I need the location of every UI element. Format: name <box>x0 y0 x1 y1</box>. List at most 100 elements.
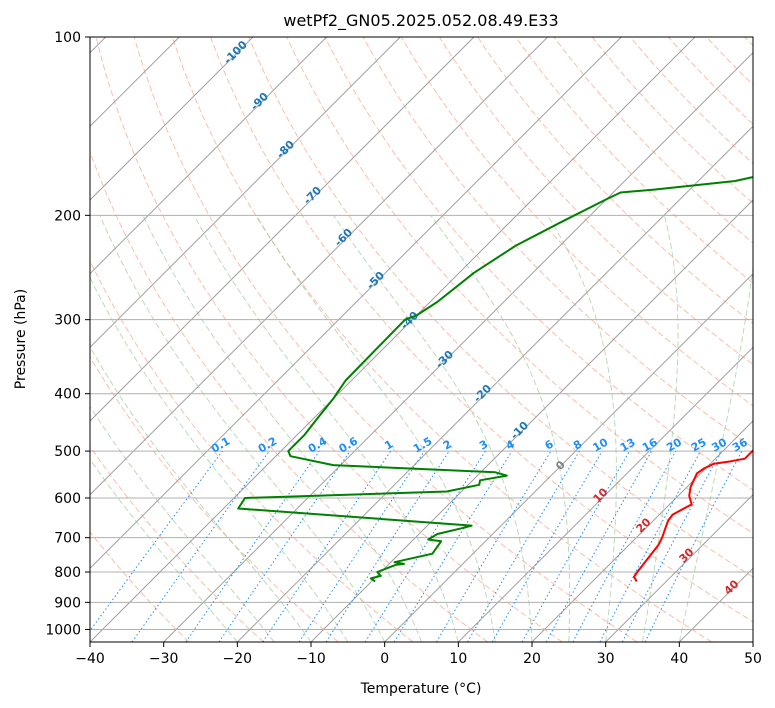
mixing-ratio-label: 1.5 <box>411 435 434 456</box>
mixing-ratio-label: 2 <box>441 438 454 453</box>
wet-bulb-label: 30 <box>677 545 697 565</box>
isotherm <box>531 420 753 642</box>
x-tick-label: −30 <box>149 651 179 667</box>
dry-adiabat <box>90 150 488 642</box>
y-tick-label: 600 <box>54 491 81 507</box>
y-tick-label: 1000 <box>45 622 81 638</box>
mixing-ratio-line <box>131 450 270 642</box>
isotherm <box>90 37 549 496</box>
frost-point-label: -60 <box>332 226 355 249</box>
moist-adiabat <box>547 215 617 642</box>
dry-adiabat <box>248 37 753 578</box>
moist-adiabat <box>642 215 679 642</box>
mixing-ratio-label: 30 <box>709 435 729 454</box>
y-tick-label: 800 <box>54 565 81 581</box>
isotherm <box>90 37 475 422</box>
frost-point-label: -100 <box>221 38 250 67</box>
frost-point-label: -20 <box>471 382 494 405</box>
mixing-ratio-line <box>325 450 450 642</box>
isotherm <box>90 37 328 275</box>
dry-adiabat <box>90 531 190 642</box>
dry-adiabat <box>210 37 753 623</box>
frost-point-label: -50 <box>364 269 387 292</box>
isotherm <box>457 346 753 642</box>
mixing-ratio-line <box>545 450 653 642</box>
y-tick-label: 500 <box>54 444 81 460</box>
dry-adiabat <box>400 37 753 407</box>
y-axis: 100 200 300 400 500 600 700 800 900 1000 <box>45 30 90 638</box>
isotherm <box>678 567 753 642</box>
moist-adiabat <box>142 215 422 642</box>
mixing-ratio-line <box>218 450 351 642</box>
dry-adiabat <box>438 37 753 366</box>
isotherm <box>605 493 753 642</box>
isotherm <box>90 37 696 642</box>
mixing-ratio-line <box>572 450 677 642</box>
frost-point-label: -90 <box>248 90 271 113</box>
isotherm <box>90 37 254 201</box>
frost-point-label: -40 <box>398 309 421 332</box>
mixing-ratio-line <box>393 450 513 642</box>
dry-adiabat <box>95 37 563 642</box>
mixing-ratio-label: 0.1 <box>209 435 232 456</box>
moist-adiabat <box>193 215 459 642</box>
moist-adiabat <box>90 346 312 642</box>
wet-bulb-label: 10 <box>591 485 611 505</box>
mixing-ratio-label: 36 <box>730 435 750 454</box>
frost-point-label: -80 <box>274 138 297 161</box>
mixing-ratio-line <box>521 450 630 642</box>
x-tick-label: 10 <box>449 651 467 667</box>
plot-frame <box>89 36 754 643</box>
isotherm <box>163 51 753 642</box>
y-tick-label: 700 <box>54 531 81 547</box>
x-tick-label: 40 <box>670 651 688 667</box>
dry-adiabat <box>744 37 753 47</box>
isotherm <box>384 272 753 642</box>
y-tick-label: 300 <box>54 313 81 329</box>
x-axis-label: Temperature (°C) <box>360 681 482 697</box>
wet-bulb-label: 40 <box>722 577 742 597</box>
frost-point-label: -70 <box>301 184 324 207</box>
x-tick-label: −40 <box>75 651 105 667</box>
x-tick-label: 20 <box>523 651 541 667</box>
moist-adiabat <box>90 458 238 642</box>
mixing-ratio-label: 0.6 <box>337 434 361 455</box>
mixing-ratio-label: 0.4 <box>306 434 330 455</box>
plot-foreground: 0.1 0.2 0.4 0.6 1 1.5 2 3 4 6 8 10 13 16 20 25 30 36-100-… <box>209 38 753 598</box>
moist-adiabat <box>678 264 753 642</box>
frost-point-label: -30 <box>433 348 456 371</box>
x-axis: −40 −30 −20 −10 0 10 20 30 40 50 <box>75 642 762 667</box>
mixing-ratio-line <box>298 450 425 642</box>
dewpoint-profile-line <box>237 176 753 583</box>
mixing-ratio-line <box>262 450 392 642</box>
dry-adiabat <box>706 37 753 86</box>
mixing-ratio-label: 10 <box>591 435 611 454</box>
dry-adiabat <box>90 356 339 642</box>
y-axis-label: Pressure (hPa) <box>13 289 29 389</box>
dry-adiabat <box>515 37 753 284</box>
wet-bulb-label: 20 <box>634 515 654 535</box>
x-tick-label: 0 <box>380 651 389 667</box>
dry-adiabat <box>90 259 414 642</box>
y-tick-label: 400 <box>54 387 81 403</box>
mixing-ratio-label: 13 <box>618 436 638 455</box>
dry-adiabat <box>133 37 638 642</box>
isotherm <box>90 37 401 349</box>
mixing-ratio-label: 1 <box>382 438 395 453</box>
plot-area <box>90 37 753 642</box>
isotherm <box>310 199 753 642</box>
frost-point-label: -10 <box>508 419 531 442</box>
y-tick-label: 100 <box>54 30 81 46</box>
mixing-ratio-line <box>644 450 743 642</box>
x-tick-label: 50 <box>744 651 762 667</box>
y-tick-label: 200 <box>54 208 81 224</box>
y-tick-label: 900 <box>54 595 81 611</box>
isotherm <box>752 641 753 642</box>
moist-adiabat <box>333 215 533 642</box>
chart-title: wetPf2_GN05.2025.052.08.49.E33 <box>283 11 558 31</box>
mixing-ratio-label: 16 <box>640 435 660 454</box>
mixing-ratio-line <box>90 450 223 632</box>
x-tick-label: 30 <box>597 651 615 667</box>
x-tick-label: −20 <box>223 651 253 667</box>
